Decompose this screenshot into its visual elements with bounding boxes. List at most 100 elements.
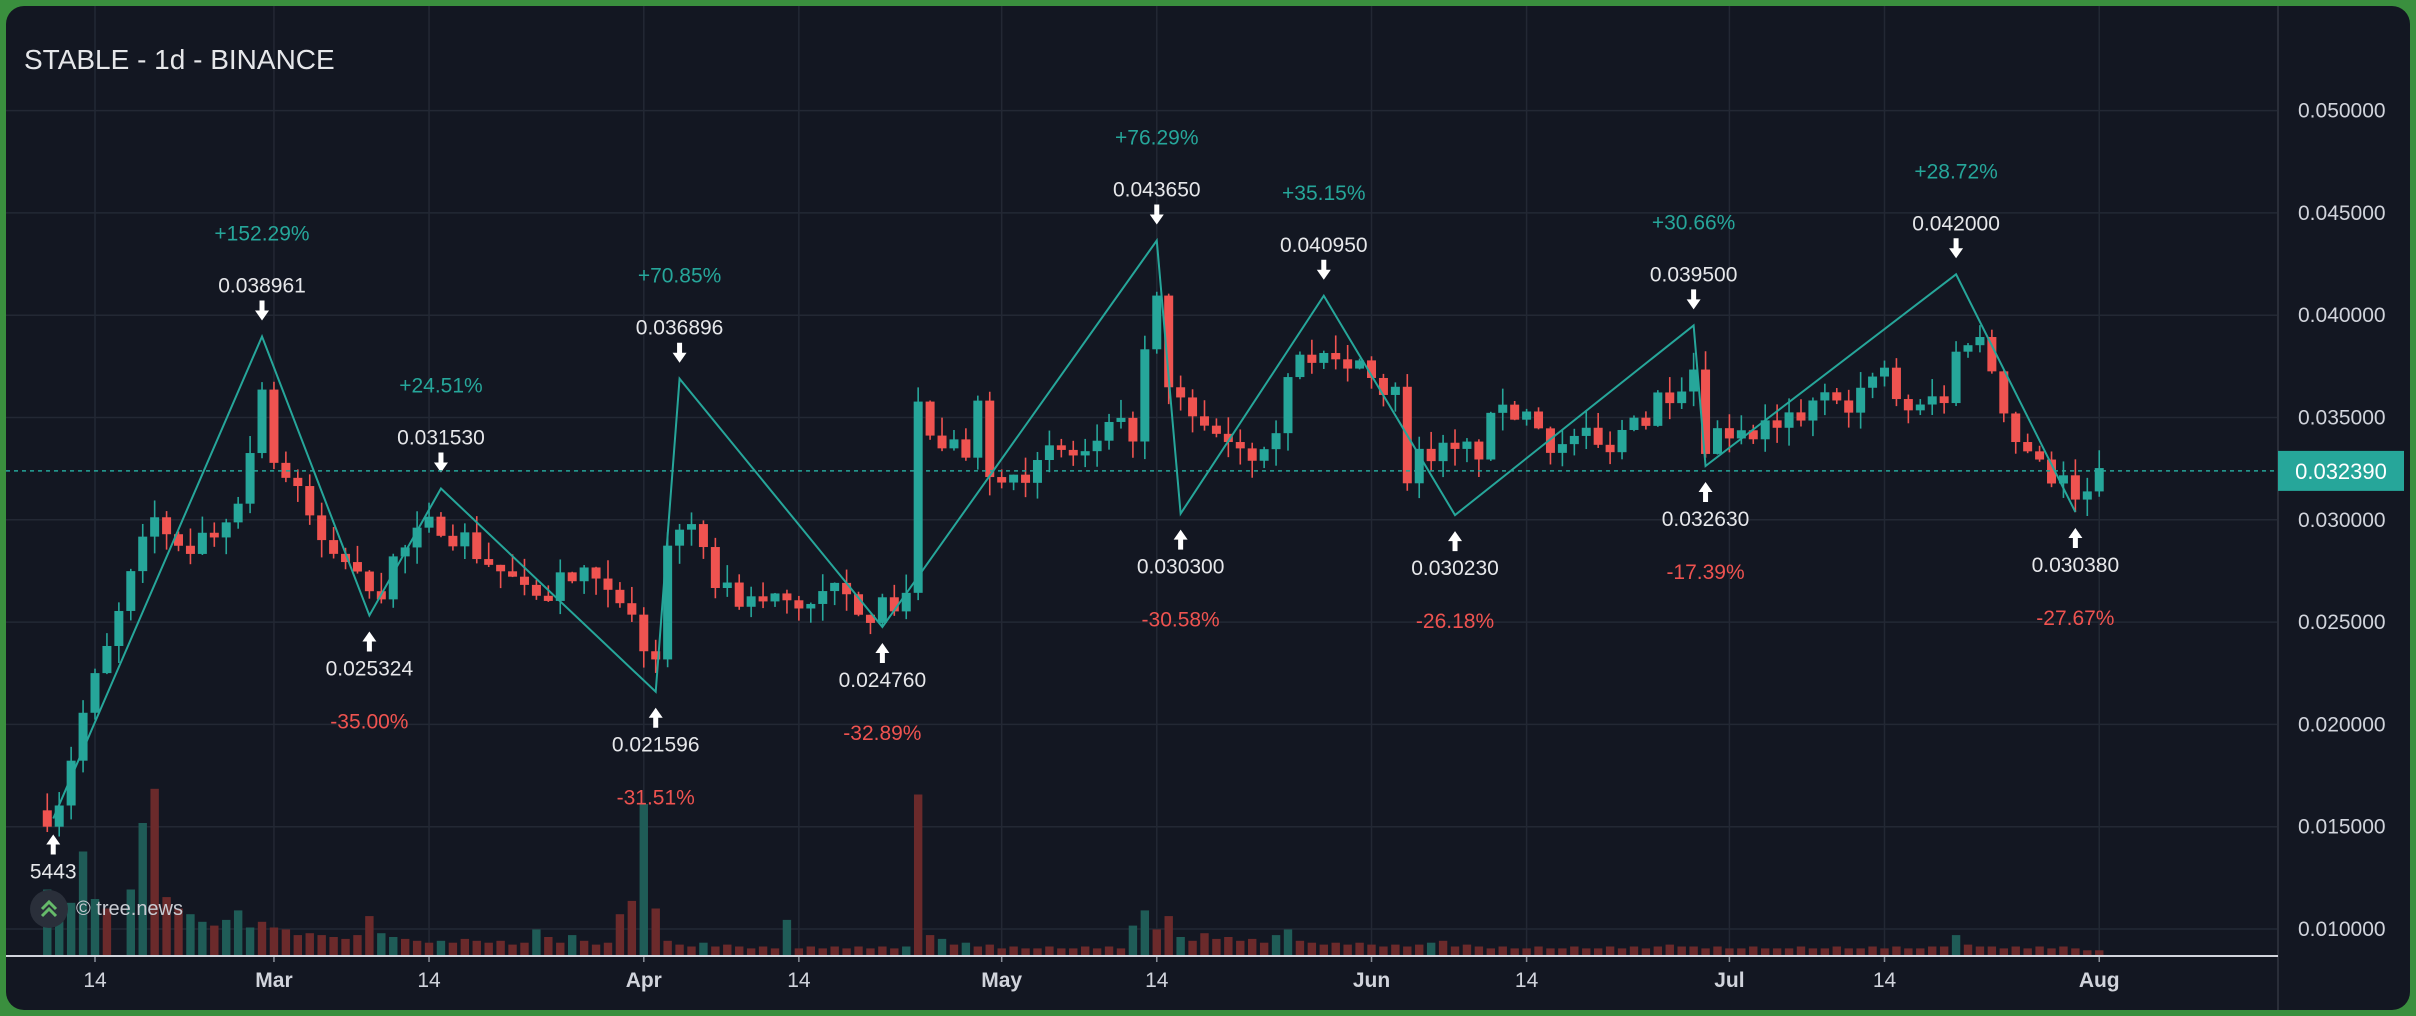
volume-bar: [1820, 948, 1830, 956]
volume-bar: [365, 916, 374, 956]
volume-bar: [1498, 946, 1507, 956]
volume-bar: [1605, 946, 1615, 956]
volume-bar: [949, 944, 959, 956]
candle-body: [1784, 412, 1794, 428]
volume-bar: [556, 942, 565, 956]
candle-body: [1701, 369, 1711, 454]
candle-body: [1498, 404, 1508, 413]
volume-bar: [1701, 948, 1710, 956]
candle-body: [615, 589, 625, 604]
y-tick-label: 0.025000: [2298, 611, 2386, 634]
candle-body: [794, 600, 804, 609]
candle-body: [1331, 353, 1341, 360]
arrow-up-icon: [648, 707, 663, 728]
volume-bar: [1152, 929, 1161, 956]
x-tick-label: Mar: [255, 969, 292, 992]
volume-bar: [746, 948, 756, 956]
volume-bar: [591, 944, 601, 956]
candle-body: [1056, 445, 1066, 450]
volume-bar: [1343, 944, 1352, 956]
y-tick-label: 0.030000: [2298, 509, 2386, 532]
volume-bar: [400, 938, 410, 956]
volume-bar: [389, 937, 398, 956]
pivot-change-down: -26.18%: [1416, 610, 1494, 633]
volume-bar: [329, 937, 338, 956]
x-tick-label: 14: [1145, 969, 1169, 992]
volume-bar: [1558, 948, 1567, 956]
volume-bar: [1426, 942, 1436, 956]
candle-body: [1975, 337, 1985, 346]
volume-bar: [639, 804, 648, 956]
pivot-change-up: +152.29%: [214, 222, 309, 245]
volume-bar: [186, 914, 195, 956]
candle-body: [174, 534, 184, 546]
volume-bar: [770, 948, 780, 956]
volume-bar: [1784, 948, 1794, 956]
volume-bar: [997, 948, 1006, 956]
volume-bar: [1307, 942, 1317, 956]
volume-bar: [198, 921, 207, 956]
volume-bar: [1069, 948, 1078, 956]
candle-body: [496, 564, 506, 572]
volume-bar: [1772, 948, 1782, 956]
price-chart[interactable]: 5443 0.038961 +152.29% 0.025324 -35.00% 0.031…: [6, 6, 2410, 1010]
arrow-down-icon: [1686, 289, 1701, 310]
volume-bar: [1713, 946, 1722, 956]
volume-bar: [1438, 940, 1448, 956]
volume-bar: [1116, 948, 1126, 956]
candle-body: [197, 532, 207, 554]
volume-bar: [1892, 946, 1901, 956]
volume-bar: [1856, 948, 1865, 956]
candle-body: [2035, 451, 2045, 460]
candle-body: [1796, 412, 1806, 421]
candle-body: [1939, 396, 1949, 404]
volume-bar: [1593, 948, 1603, 956]
candle-body: [352, 562, 362, 572]
volume-bar: [651, 908, 660, 956]
pivot-high-price: 0.042000: [1912, 212, 2000, 235]
candle-body: [1474, 441, 1484, 460]
candle-body: [1199, 416, 1209, 426]
candle-body: [1891, 367, 1901, 400]
candle-body: [2094, 468, 2104, 492]
volume-bar: [806, 946, 815, 956]
candle-body: [877, 597, 887, 623]
candle-body: [412, 527, 422, 548]
volume-bar: [794, 948, 804, 956]
current-price-label: 0.032390: [2295, 459, 2387, 484]
candle-body: [424, 516, 434, 528]
candle-body: [1999, 371, 2009, 414]
candle-body: [1748, 430, 1758, 440]
pivot-change-up: +24.51%: [399, 374, 483, 397]
volume-bar: [1200, 933, 1209, 956]
volume-bar: [2035, 946, 2044, 956]
arrow-up-icon: [362, 631, 377, 652]
candle-body: [508, 571, 518, 577]
candle-body: [1092, 440, 1102, 452]
candle-body: [818, 591, 828, 604]
volume-bar: [1355, 942, 1364, 956]
watermark: © tree.news: [30, 890, 183, 928]
volume-bar: [1033, 948, 1042, 956]
candle-body: [1462, 441, 1472, 449]
volume-bar: [1415, 944, 1424, 956]
candle-body: [1760, 420, 1770, 440]
candle-body: [317, 515, 327, 541]
candle-body: [1677, 391, 1687, 404]
candle-body: [1581, 427, 1591, 436]
candle-body: [985, 400, 995, 478]
candle-body: [1343, 359, 1353, 369]
volume-bar: [1379, 946, 1388, 956]
candle-body: [758, 596, 768, 602]
candle-body: [460, 532, 470, 547]
candle-body: [1832, 392, 1842, 401]
candle-body: [1724, 428, 1734, 439]
volume-bar: [412, 940, 422, 956]
pivot-change-up: +28.72%: [1914, 160, 1998, 183]
candle-body: [1140, 349, 1150, 442]
volume-bar: [210, 925, 219, 956]
pivot-low-price: 0.021596: [612, 734, 700, 757]
pivot-high-price: 0.043650: [1113, 179, 1201, 202]
volume-bar: [1367, 944, 1376, 956]
candle-body: [1104, 421, 1114, 441]
